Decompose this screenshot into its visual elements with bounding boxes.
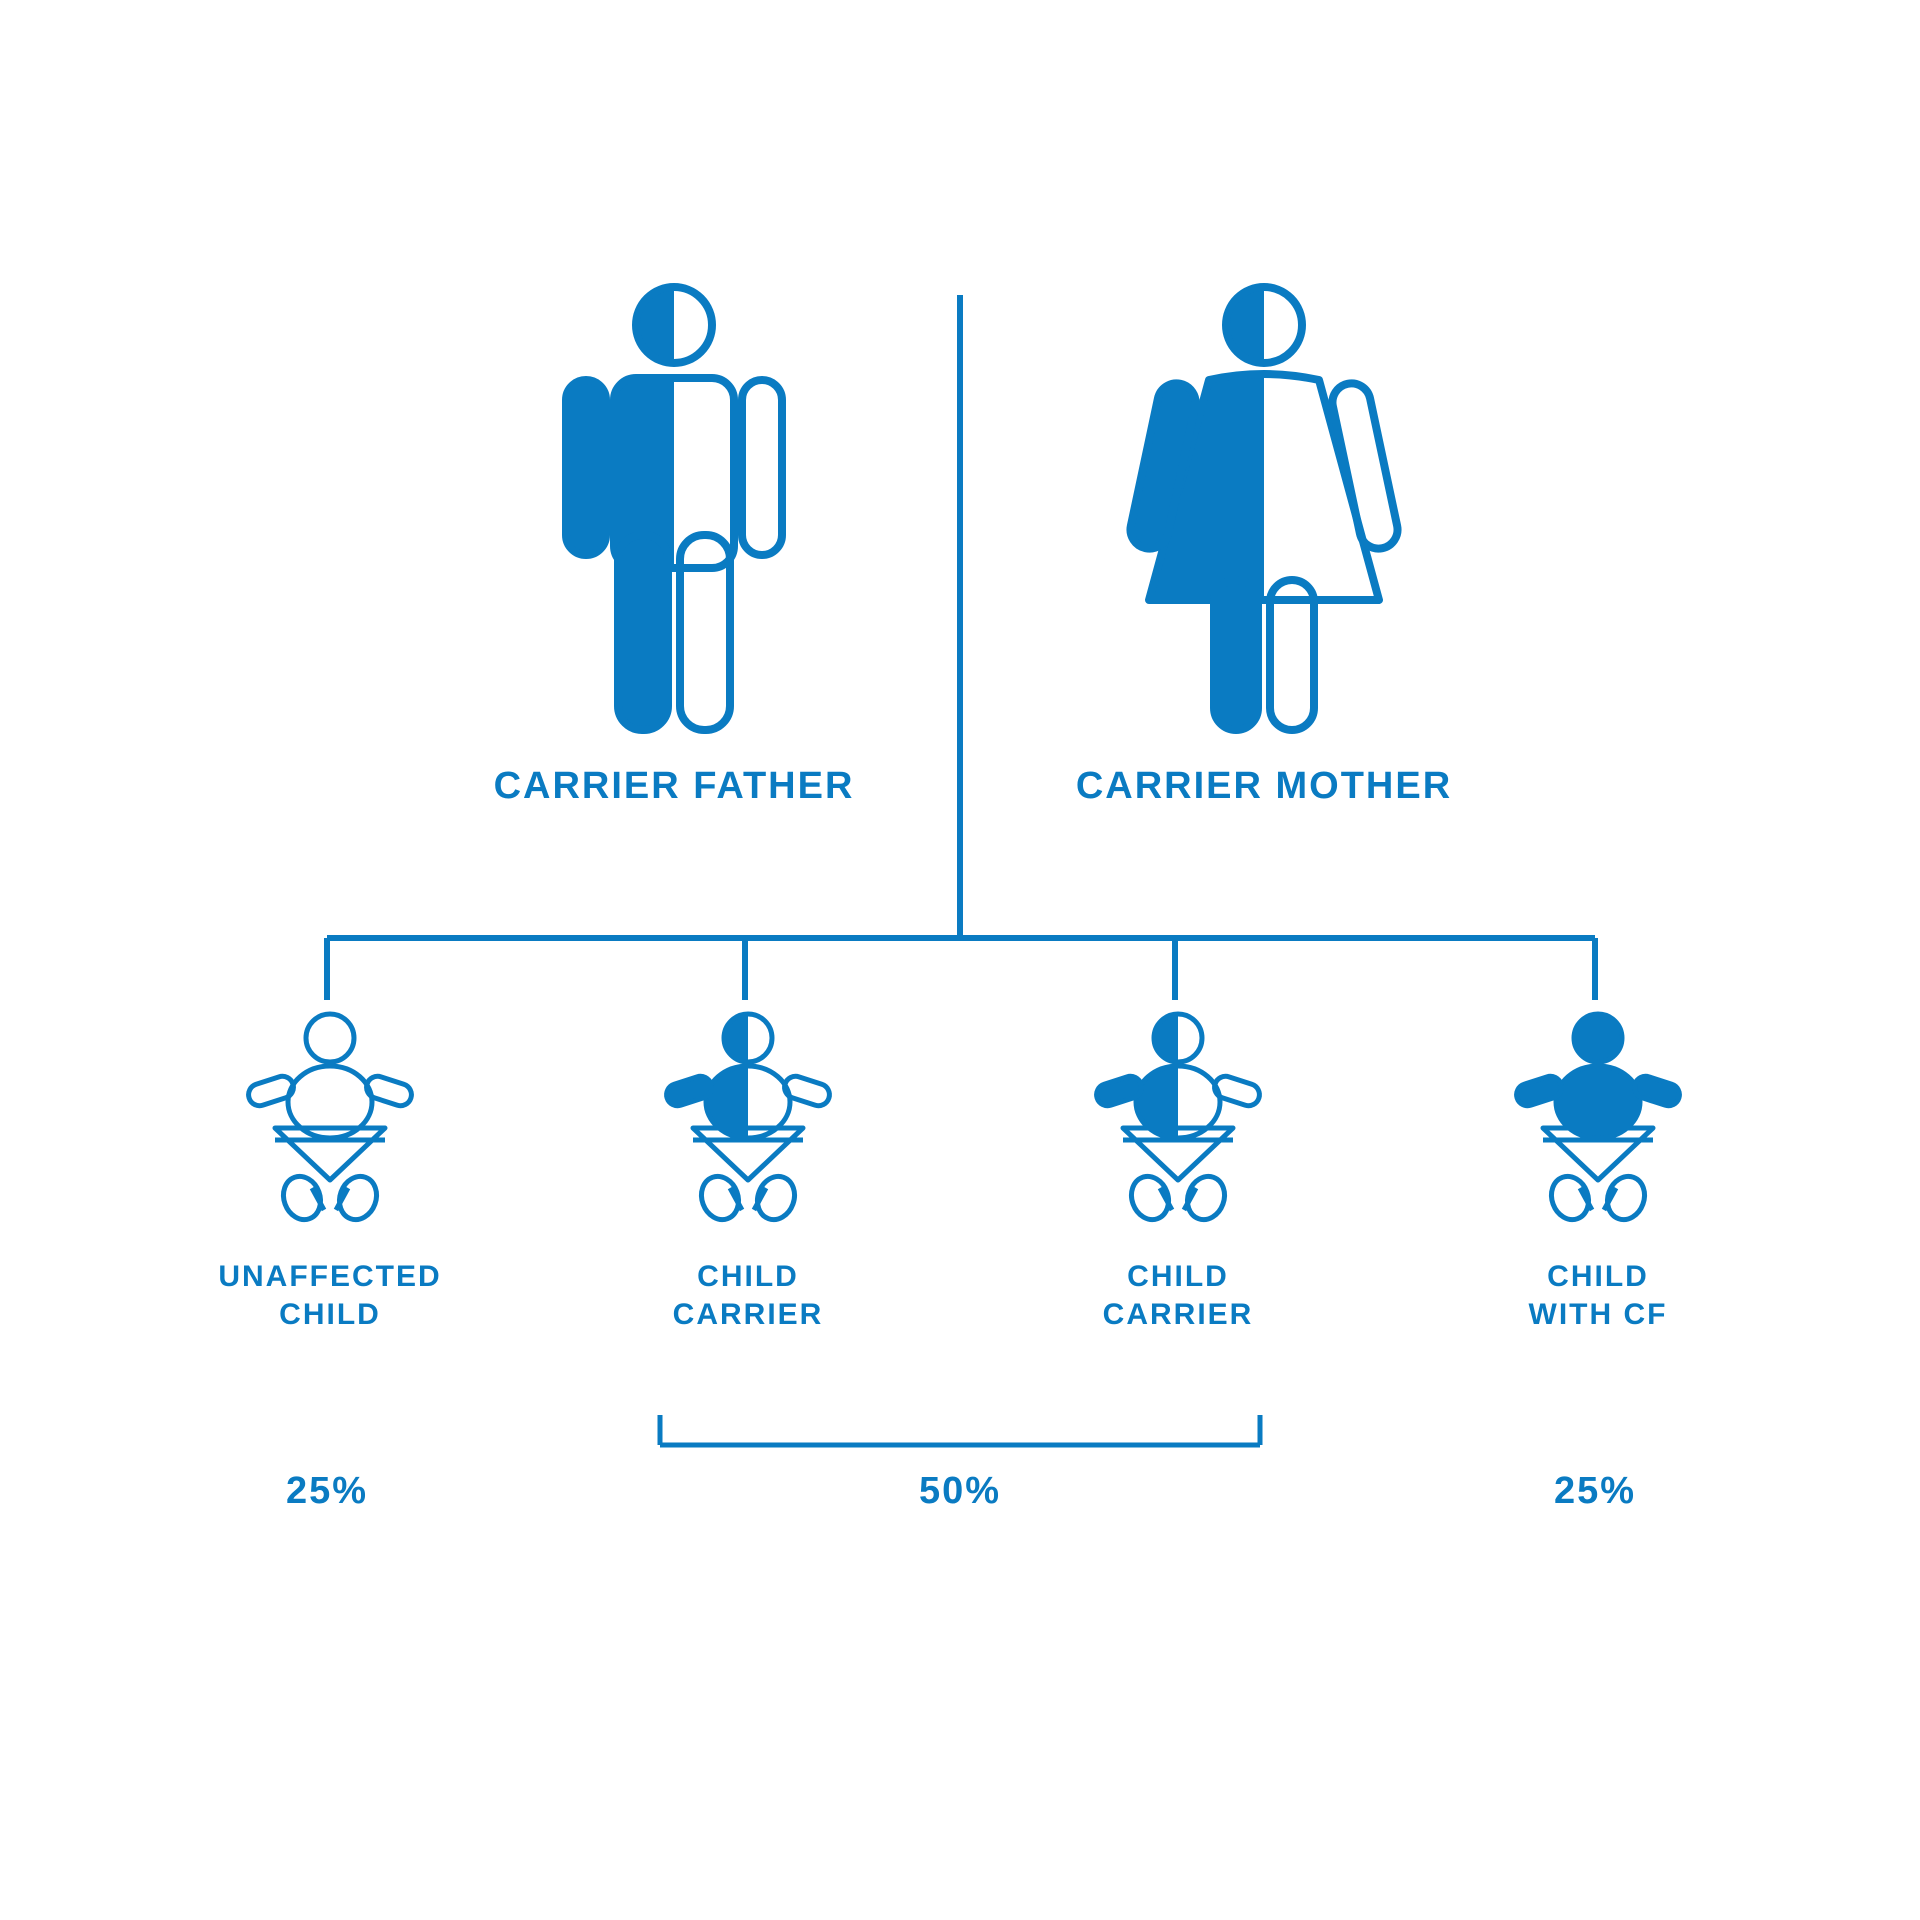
middle-bracket xyxy=(0,0,1920,1920)
percent-unaffected: 25% xyxy=(227,1470,427,1513)
percent-carrier: 50% xyxy=(860,1470,1060,1513)
percent-affected: 25% xyxy=(1495,1470,1695,1513)
inheritance-diagram: CARRIER FATHER CARRIER MOTHER UNAFFECTED… xyxy=(0,0,1920,1920)
